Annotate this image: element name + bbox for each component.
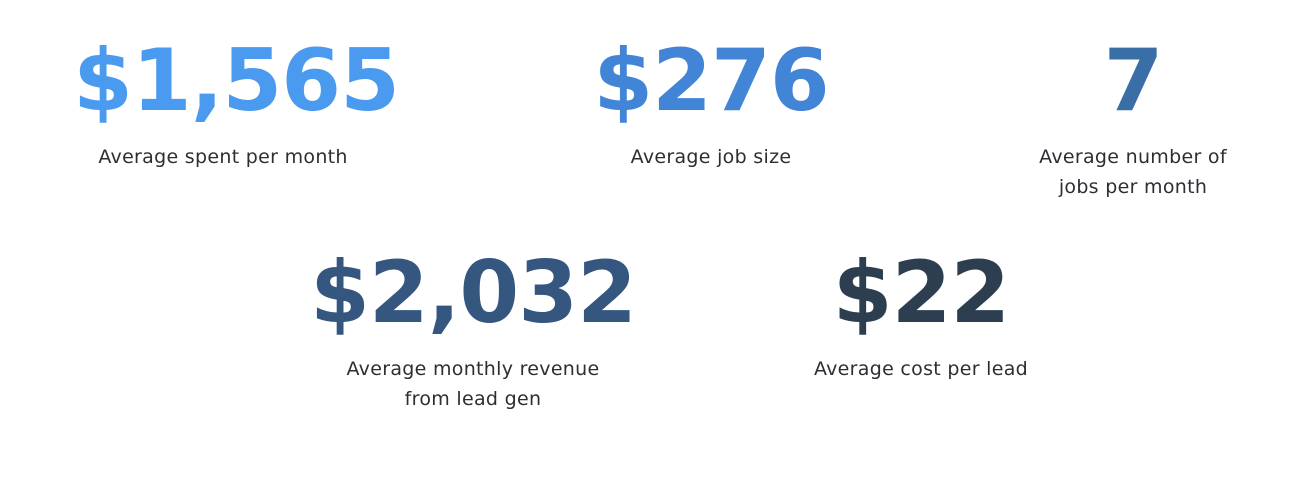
stat-label: Average job size [630,146,792,168]
stat-label: Average monthly revenue from lead gen [346,358,600,410]
stat-value: 7 [1103,31,1164,131]
stat-value: $2,032 [310,243,637,343]
stat-average-job-size: $276 Average job size [591,38,831,172]
stat-average-number-of-jobs: 7 Average number of jobs per month [1023,38,1243,202]
stat-label: Average spent per month [98,146,348,168]
stat-value: $22 [832,243,1011,343]
stat-value: $276 [593,31,829,131]
stat-average-spent-per-month: $1,565 Average spent per month [73,31,400,172]
stat-label: Average cost per lead [813,358,1029,380]
stat-average-monthly-revenue: $2,032 Average monthly revenue from lead… [310,243,637,414]
stat-label: Average number of jobs per month [1039,146,1227,198]
stat-value: $1,565 [73,31,400,131]
stat-average-cost-per-lead: $22 Average cost per lead [791,250,1051,384]
